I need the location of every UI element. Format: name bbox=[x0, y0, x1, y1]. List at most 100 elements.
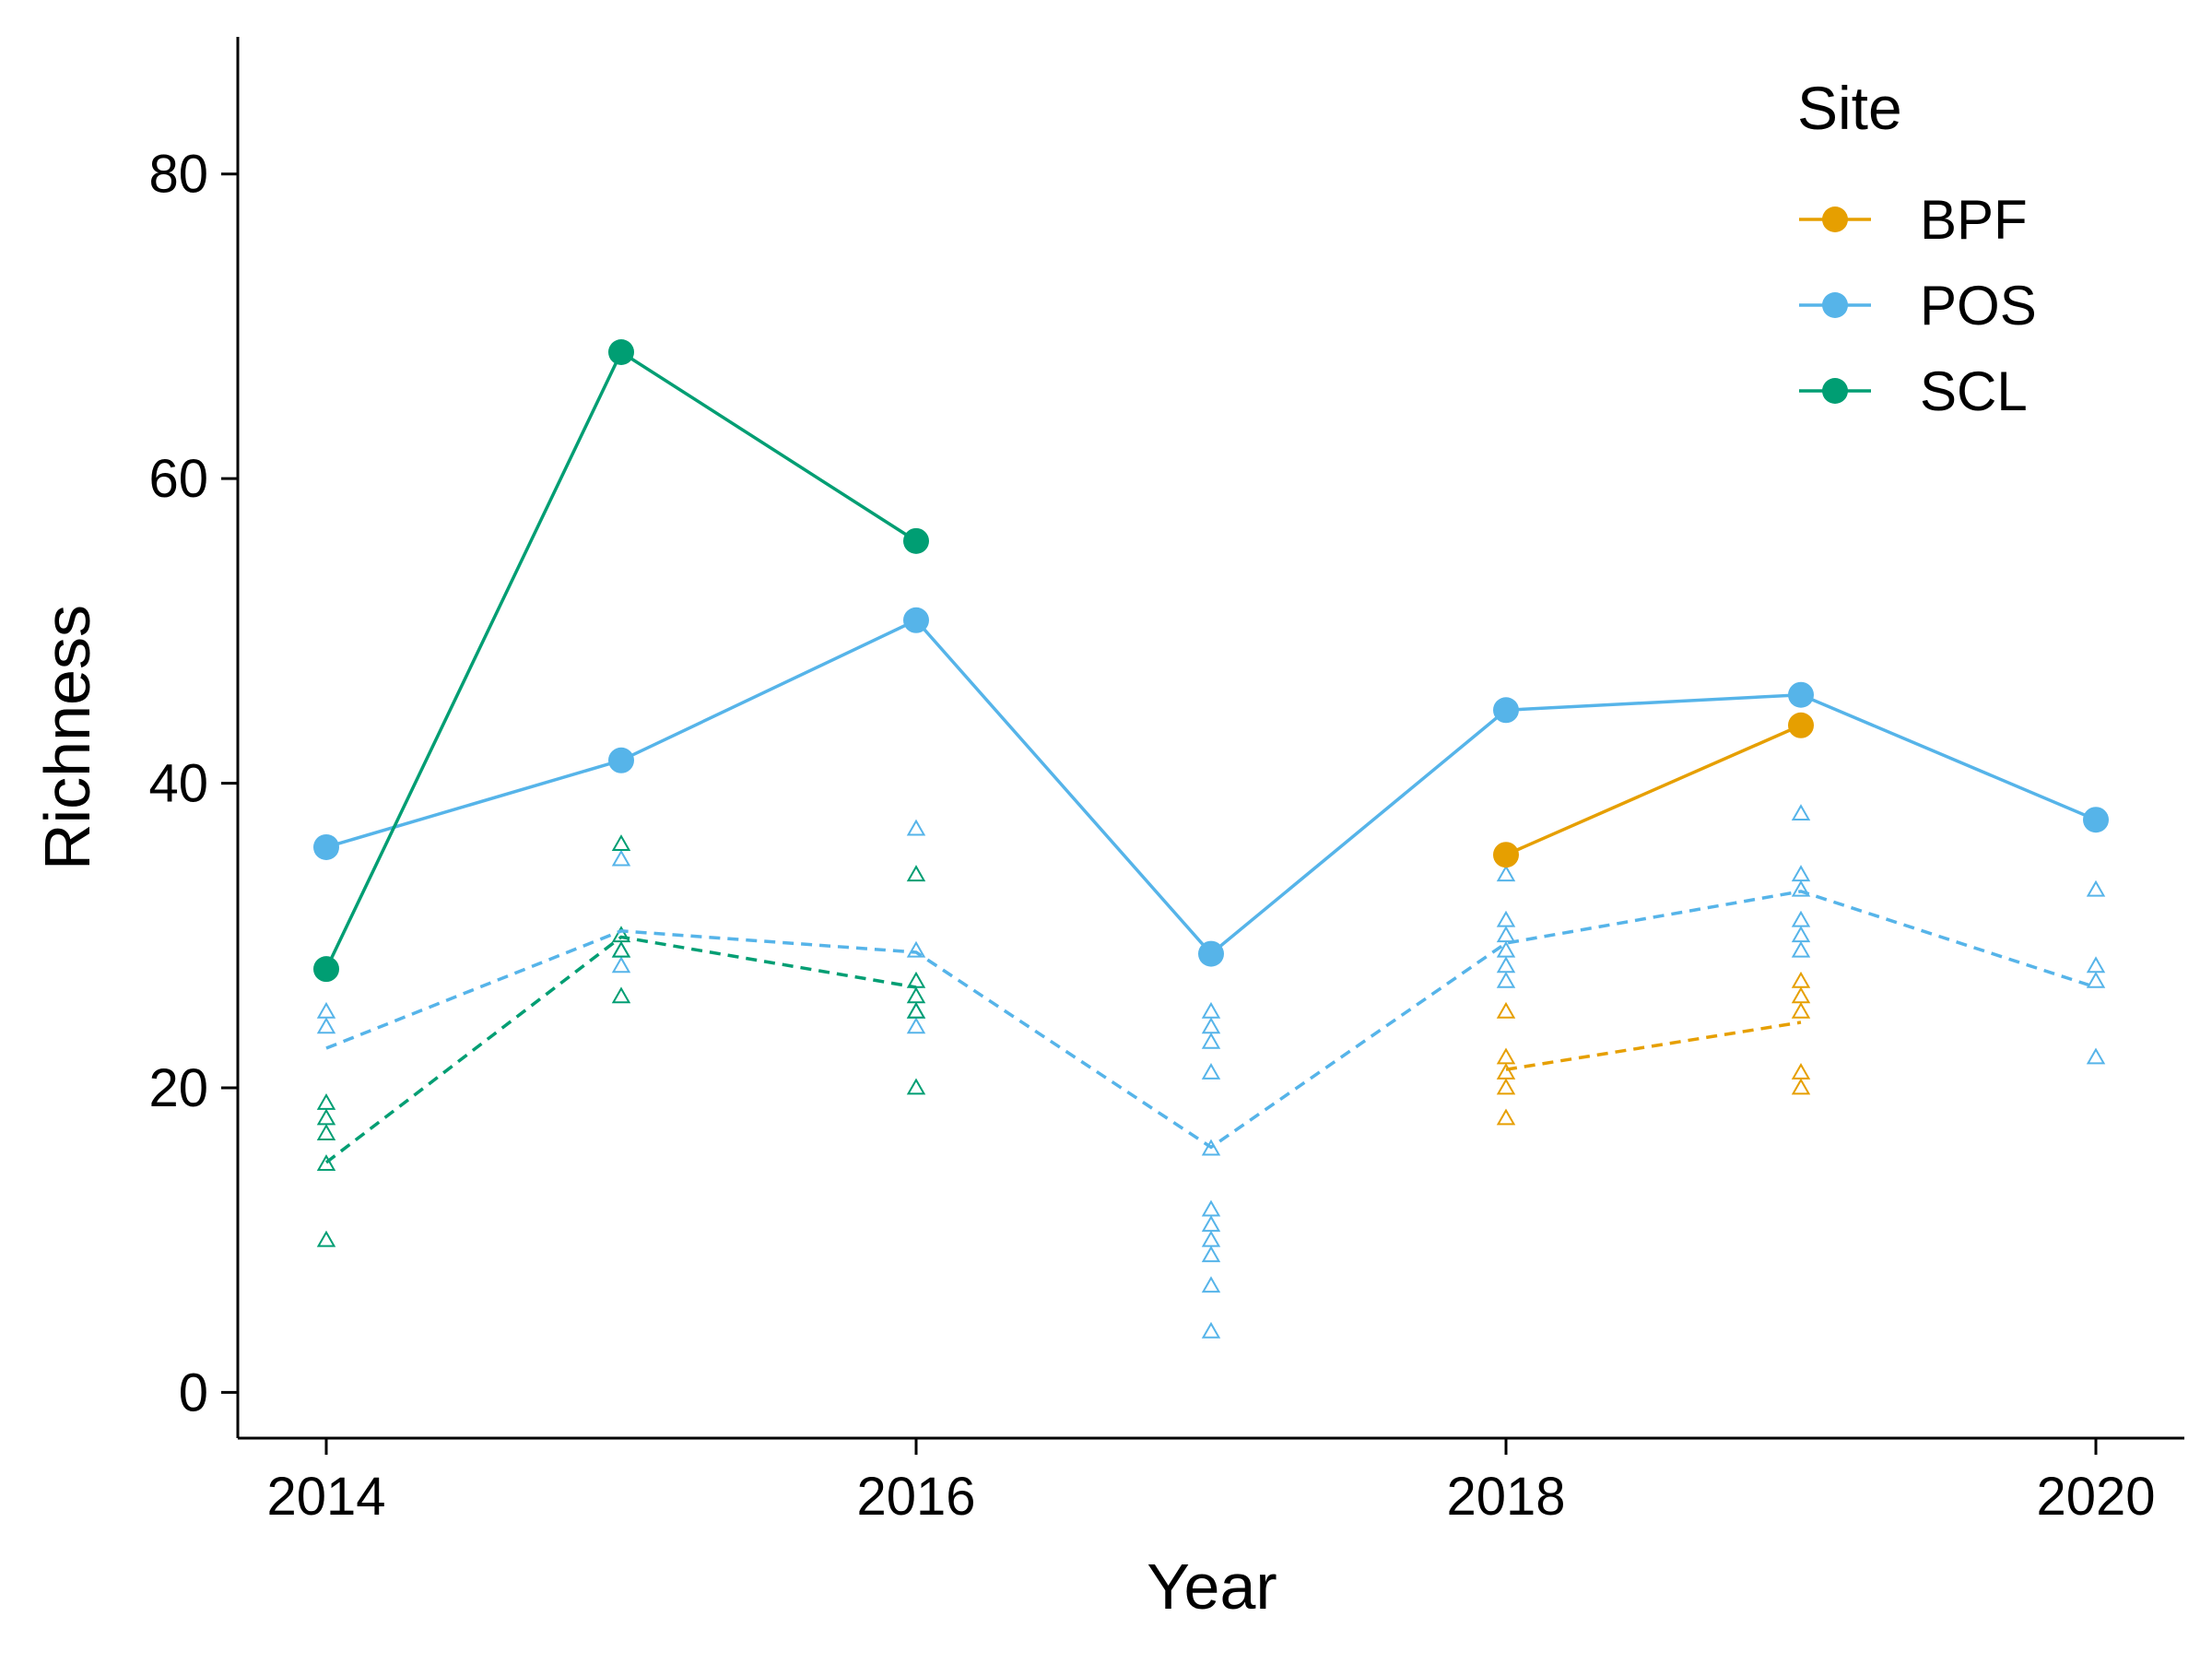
bpf-sample-2019-3 bbox=[1791, 986, 1811, 1004]
pos-sample-2018-4 bbox=[1496, 910, 1516, 927]
legend-label-scl: SCL bbox=[1920, 360, 2028, 422]
axes: 2014 2016 2018 2020 0 20 40 60 80 Year Richness bbox=[31, 37, 2184, 1623]
scl-sample-2016-2 bbox=[906, 986, 926, 1004]
pos-sample-2020-2 bbox=[2086, 956, 2106, 974]
pos-sample-2019-3 bbox=[1791, 879, 1811, 897]
legend-label-bpf: BPF bbox=[1920, 189, 2028, 251]
legend-key-point-scl bbox=[1822, 378, 1848, 404]
pos-total-point-2016 bbox=[903, 607, 929, 633]
pos-sample-2016-2 bbox=[906, 940, 926, 958]
pos-sample-2015-2 bbox=[611, 849, 631, 867]
pos-sample-2014-1 bbox=[316, 1001, 336, 1019]
pos-sample-2019-5 bbox=[1791, 804, 1811, 820]
series-lines-layer bbox=[324, 349, 2097, 1164]
scl-sample-2016-4 bbox=[906, 865, 926, 882]
legend-key-point-bpf bbox=[1822, 207, 1848, 232]
x-tick-label-2018: 2018 bbox=[1446, 1467, 1565, 1527]
pos-mean-line bbox=[325, 890, 2097, 1150]
bpf-sample-2018-3 bbox=[1496, 1047, 1516, 1065]
legend-label-pos: POS bbox=[1920, 275, 2037, 336]
legend-title: Site bbox=[1797, 74, 1902, 142]
x-tick-label-2014: 2014 bbox=[266, 1467, 385, 1527]
pos-sample-2019-2 bbox=[1791, 910, 1811, 927]
scl-sample-2015-3 bbox=[611, 834, 631, 852]
pos-total-point-2020 bbox=[2083, 807, 2109, 833]
bpf-total-point-2019 bbox=[1788, 712, 1814, 738]
bpf-sample-2018-4 bbox=[1496, 1001, 1516, 1019]
y-tick-label-40: 40 bbox=[148, 754, 208, 814]
bpf-total-point-2018 bbox=[1493, 842, 1519, 868]
x-axis-ticks: 2014 2016 2018 2020 bbox=[266, 1438, 2156, 1527]
y-tick-label-0: 0 bbox=[179, 1363, 208, 1422]
site-total-points-layer bbox=[313, 339, 2109, 983]
sample-points-layer bbox=[316, 804, 2106, 1339]
scl-total-point-2014 bbox=[313, 956, 339, 983]
scl-total-point-2016 bbox=[903, 527, 929, 554]
pos-sample-2018-2 bbox=[1496, 940, 1516, 958]
scl-sample-2015-2 bbox=[611, 926, 631, 943]
pos-sample-2016-0 bbox=[906, 1017, 926, 1034]
scl-sample-2014-1 bbox=[316, 1154, 336, 1171]
pos-sample-2017-2 bbox=[1201, 1245, 1221, 1263]
pos-sample-2017-6 bbox=[1201, 1139, 1221, 1156]
scl-sample-2015-1 bbox=[611, 940, 631, 958]
legend-entry-bpf: BPF bbox=[1799, 189, 2028, 251]
bpf-sample-2019-0 bbox=[1791, 1078, 1811, 1095]
pos-total-point-2014 bbox=[313, 833, 339, 860]
pos-sample-2019-1 bbox=[1791, 926, 1811, 943]
legend-entries: BPF POS SCL bbox=[1799, 189, 2037, 422]
scl-sample-2016-0 bbox=[906, 1078, 926, 1095]
bpf-sample-2019-1 bbox=[1791, 1062, 1811, 1080]
pos-sample-2016-3 bbox=[906, 819, 926, 836]
pos-sample-2017-1 bbox=[1201, 1276, 1221, 1293]
pos-total-point-2019 bbox=[1788, 681, 1814, 708]
pos-sample-2014-0 bbox=[316, 1017, 336, 1034]
pos-sample-2017-8 bbox=[1201, 1032, 1221, 1049]
pos-sample-2017-5 bbox=[1201, 1199, 1221, 1217]
y-tick-label-60: 60 bbox=[148, 449, 208, 509]
y-axis-ticks: 0 20 40 60 80 bbox=[148, 145, 238, 1422]
legend-key-point-pos bbox=[1822, 292, 1848, 318]
scl-sample-2014-0 bbox=[316, 1230, 336, 1247]
scl-sample-2015-0 bbox=[611, 986, 631, 1004]
x-axis-title: Year bbox=[1147, 1551, 1277, 1623]
x-tick-label-2020: 2020 bbox=[2036, 1467, 2155, 1527]
pos-sample-2019-4 bbox=[1791, 865, 1811, 882]
pos-sample-2020-1 bbox=[2086, 971, 2106, 988]
bpf-sample-2019-4 bbox=[1791, 971, 1811, 988]
bpf-sample-2019-2 bbox=[1791, 1001, 1811, 1019]
pos-total-line bbox=[325, 618, 2097, 957]
pos-sample-2017-4 bbox=[1201, 1215, 1221, 1233]
legend-entry-pos: POS bbox=[1799, 275, 2037, 336]
pos-sample-2019-0 bbox=[1791, 940, 1811, 958]
scl-sample-2014-3 bbox=[316, 1108, 336, 1126]
y-tick-label-20: 20 bbox=[148, 1058, 208, 1118]
pos-sample-2018-0 bbox=[1496, 971, 1516, 988]
pos-total-point-2018 bbox=[1493, 697, 1519, 724]
pos-sample-2016-1 bbox=[906, 1001, 926, 1019]
pos-sample-2015-0 bbox=[611, 956, 631, 974]
x-tick-label-2016: 2016 bbox=[856, 1467, 975, 1527]
scl-sample-2014-4 bbox=[316, 1093, 336, 1110]
scl-sample-2016-1 bbox=[906, 1001, 926, 1019]
y-tick-label-80: 80 bbox=[148, 145, 208, 205]
bpf-sample-2018-1 bbox=[1496, 1078, 1516, 1095]
scl-sample-2014-2 bbox=[316, 1124, 336, 1140]
pos-sample-2017-3 bbox=[1201, 1230, 1221, 1247]
pos-total-point-2015 bbox=[608, 747, 634, 773]
y-axis-title: Richness bbox=[31, 605, 103, 870]
bpf-mean-line bbox=[1505, 1021, 1802, 1071]
pos-sample-2017-7 bbox=[1201, 1062, 1221, 1080]
pos-sample-2017-0 bbox=[1201, 1321, 1221, 1339]
pos-sample-2017-10 bbox=[1201, 1001, 1221, 1019]
pos-sample-2018-1 bbox=[1496, 956, 1516, 974]
bpf-sample-2018-2 bbox=[1496, 1062, 1516, 1080]
legend: Site BPF POS SCL bbox=[1797, 74, 2037, 422]
pos-sample-2015-1 bbox=[611, 940, 631, 958]
legend-entry-scl: SCL bbox=[1799, 360, 2028, 422]
bpf-total-line bbox=[1505, 724, 1802, 856]
pos-sample-2018-5 bbox=[1496, 865, 1516, 882]
pos-sample-2020-0 bbox=[2086, 1047, 2106, 1065]
bpf-sample-2018-0 bbox=[1496, 1108, 1516, 1126]
